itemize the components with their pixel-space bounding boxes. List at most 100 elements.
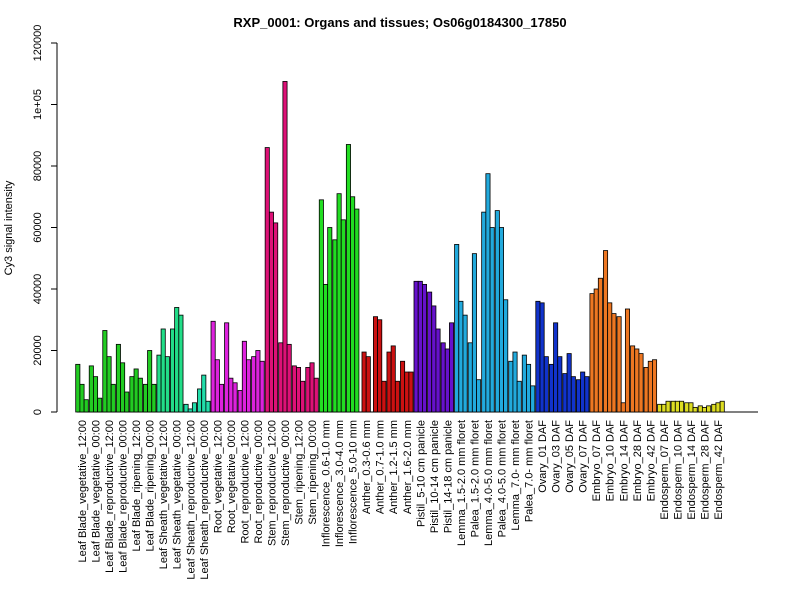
bar [174,307,180,413]
bar [345,144,351,413]
bar [508,360,514,413]
x-tick-label: Stem_ripening_12:00 [294,420,306,525]
bar [688,402,694,413]
bar [530,385,536,413]
y-tick-label: 0 [32,409,44,415]
bar [102,330,108,413]
bar [170,328,176,413]
bar [553,322,559,413]
bar [214,359,220,413]
bar [481,211,487,413]
x-tick-label: Root_vegetative_12:00 [212,420,224,533]
bar [164,356,170,413]
bar [120,362,126,413]
bar [228,377,234,413]
bar [624,308,630,413]
bar [408,371,414,413]
bar [377,319,383,413]
x-tick-label: Anther_0.3-0.6 mm [361,420,373,514]
bar [674,400,680,413]
bar [512,351,518,413]
x-tick-label: Stem_reproductive_12:00 [266,420,278,546]
bar [340,219,346,413]
bar [241,340,247,413]
x-tick-label: Lemma_7.0- mm floret [510,420,522,531]
y-tick-label: 20000 [32,335,44,366]
bar [75,363,81,413]
bar [616,316,622,413]
x-tick-label: Embryo_42 DAF [645,420,657,502]
bar [354,208,360,413]
x-tick-label: Anther_1.6-2.0 mm [402,420,414,514]
bar [634,348,640,413]
x-tick-label: Endosperm_07 DAF [659,420,671,520]
y-axis: 0 20000 40000 60000 80000 1e+05 120000 [32,25,58,415]
bar [404,371,410,413]
bar [309,362,315,413]
bar [427,291,433,413]
x-tick-label: Leaf Sheath_reproductive_12:00 [185,420,197,580]
bar [611,313,617,413]
bar [110,383,116,413]
y-tick-label: 1e+05 [32,89,44,120]
bar [318,199,324,413]
bar [268,211,274,413]
bar [147,350,153,413]
bar [350,196,356,413]
bar [670,400,676,413]
x-tick-label: Leaf Sheath_vegetative_12:00 [158,420,170,569]
bar [535,300,541,413]
x-tick-label: Inflorescence_5.0-10 mm [348,420,360,544]
bar [151,383,157,413]
bar [197,388,203,413]
bar [93,376,99,413]
bar [440,342,446,413]
bar-series [75,81,758,413]
bar [259,360,265,413]
bar [129,376,135,413]
x-tick-label: Leaf Sheath_vegetative_00:00 [172,420,184,569]
bar [589,293,595,413]
x-tick-label: Ovary_07 DAF [578,420,590,493]
x-tick-label: Root_reproductive_12:00 [239,420,251,544]
bar [97,397,103,413]
bar [485,173,491,413]
bar [539,302,545,413]
bar [431,305,437,413]
bar [421,283,427,413]
bar [205,400,211,413]
bar [454,244,460,413]
bar [652,359,658,413]
bar [643,367,649,413]
bar [232,382,238,413]
bar [282,81,288,413]
x-tick-label: Embryo_14 DAF [618,420,630,502]
y-tick-label: 40000 [32,274,44,305]
bar [313,377,319,413]
x-tick-label: Ovary_03 DAF [551,420,563,493]
x-tick-label: Anther_0.7-1.0 mm [375,420,387,514]
bar [620,402,626,413]
bar [386,351,392,413]
bar [697,405,703,413]
bar [476,379,482,413]
x-tick-label: Lemma_4.0-5.0 mm floret [483,420,495,546]
x-tick-label: Palea_1.5-2.0 mm floret [469,420,481,537]
bar [133,368,139,413]
bar [372,316,378,413]
bar [83,399,89,413]
x-tick-label: Endosperm_28 DAF [699,420,711,520]
bar [562,373,568,413]
x-tick-label: Ovary_01 DAF [537,420,549,493]
bar [706,405,712,413]
y-tick-label: 120000 [32,25,44,62]
bar [394,380,400,413]
x-tick-label: Lemma_1.5-2.0 mm floret [456,420,468,546]
bar [255,350,261,413]
bar [557,356,563,413]
bar [106,356,112,413]
bar [503,299,509,413]
bar [201,374,207,413]
bar [521,354,527,413]
bar [603,250,609,413]
